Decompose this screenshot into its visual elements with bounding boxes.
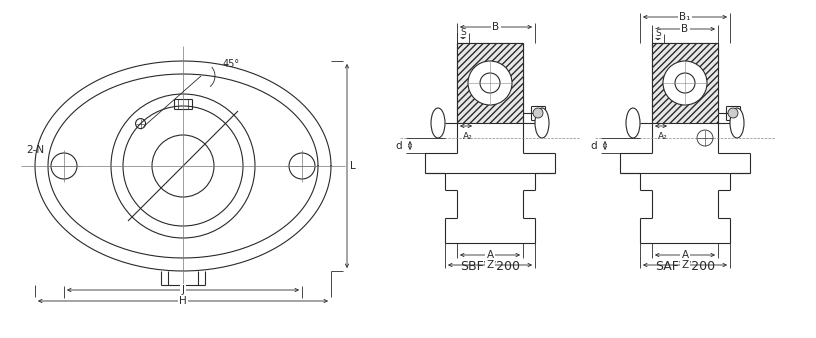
Text: A₂: A₂	[463, 132, 473, 141]
Circle shape	[663, 61, 707, 105]
Text: d: d	[590, 141, 597, 151]
Ellipse shape	[730, 108, 744, 138]
Circle shape	[533, 108, 543, 118]
Bar	[457, 43, 523, 123]
Circle shape	[728, 108, 738, 118]
Text: A₂: A₂	[659, 132, 667, 141]
Text: Z: Z	[681, 260, 689, 270]
Text: Z: Z	[486, 260, 494, 270]
Ellipse shape	[626, 108, 640, 138]
Text: J: J	[181, 285, 184, 295]
Text: 45°: 45°	[223, 59, 240, 69]
Text: d: d	[396, 141, 402, 151]
Text: H: H	[180, 296, 187, 306]
Text: SAFW200: SAFW200	[655, 260, 715, 272]
Ellipse shape	[535, 108, 549, 138]
Text: L: L	[350, 161, 356, 171]
Text: S: S	[460, 28, 466, 37]
Text: B: B	[681, 24, 689, 34]
Text: SBFW200: SBFW200	[460, 260, 520, 272]
Ellipse shape	[431, 108, 445, 138]
Text: B: B	[492, 22, 499, 32]
Text: A: A	[486, 250, 494, 260]
Text: 2-N: 2-N	[26, 145, 44, 155]
Text: B₁: B₁	[679, 12, 690, 22]
Bar	[652, 43, 718, 123]
Text: A: A	[681, 250, 689, 260]
Circle shape	[468, 61, 512, 105]
Text: S: S	[655, 29, 661, 38]
